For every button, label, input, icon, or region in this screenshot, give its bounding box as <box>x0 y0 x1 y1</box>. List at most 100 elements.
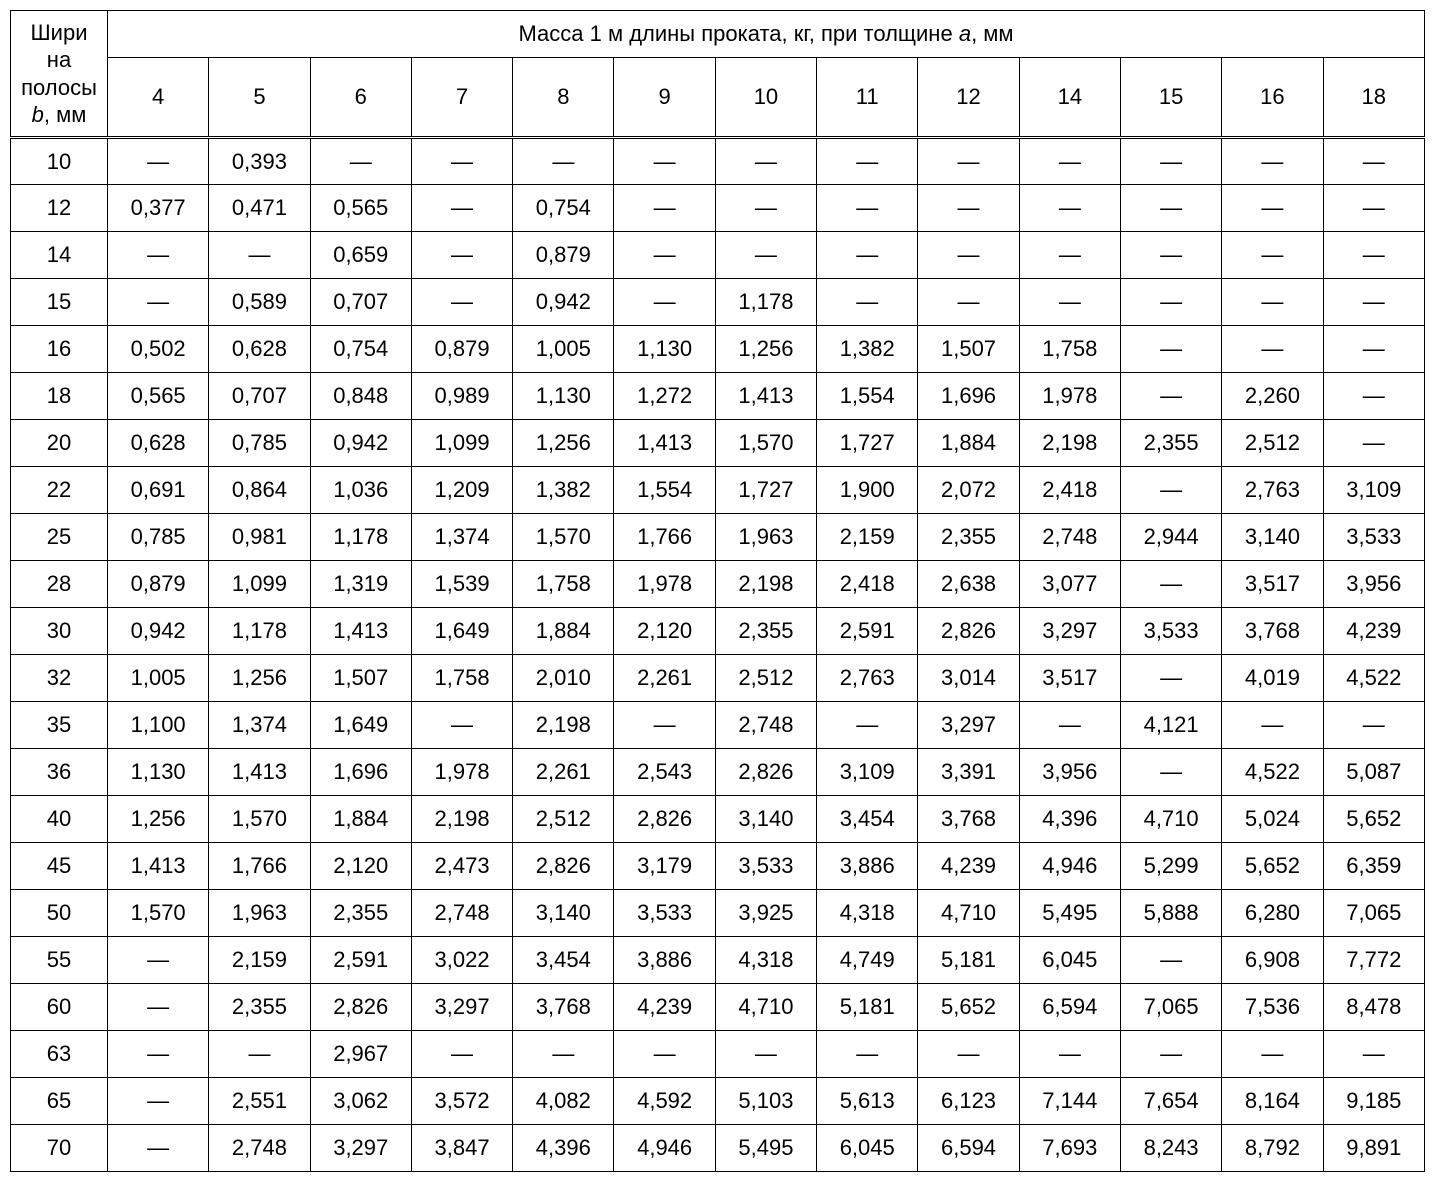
mass-cell: 1,374 <box>209 702 310 749</box>
table-row: 120,3770,4710,565—0,754———————— <box>11 185 1425 232</box>
mass-cell: 0,471 <box>209 185 310 232</box>
width-b-cell: 32 <box>11 655 108 702</box>
mass-cell: 4,946 <box>614 1125 715 1172</box>
mass-cell: — <box>614 279 715 326</box>
mass-cell: — <box>614 185 715 232</box>
mass-cell: 8,478 <box>1323 984 1424 1031</box>
mass-cell: 4,082 <box>513 1078 614 1125</box>
mass-cell: 3,886 <box>817 843 918 890</box>
mass-cell: 1,696 <box>918 373 1019 420</box>
mass-cell: 3,847 <box>411 1125 512 1172</box>
mass-cell: — <box>411 232 512 279</box>
mass-cell: — <box>411 702 512 749</box>
mass-cell: 3,533 <box>614 890 715 937</box>
span-header-label: Масса 1 м длины проката, кг, при толщине… <box>108 11 1425 58</box>
width-b-cell: 16 <box>11 326 108 373</box>
mass-cell: — <box>614 232 715 279</box>
width-b-cell: 20 <box>11 420 108 467</box>
mass-cell: 0,565 <box>108 373 209 420</box>
mass-cell: 3,533 <box>715 843 816 890</box>
mass-cell: — <box>1222 232 1323 279</box>
mass-cell: — <box>209 232 310 279</box>
mass-cell: 6,045 <box>817 1125 918 1172</box>
mass-cell: — <box>1120 937 1221 984</box>
mass-cell: 2,591 <box>817 608 918 655</box>
mass-cell: 2,159 <box>817 514 918 561</box>
width-b-cell: 45 <box>11 843 108 890</box>
mass-cell: 4,239 <box>918 843 1019 890</box>
mass-cell: 1,130 <box>513 373 614 420</box>
mass-cell: 3,077 <box>1019 561 1120 608</box>
mass-cell: — <box>1019 232 1120 279</box>
mass-cell: 3,768 <box>1222 608 1323 655</box>
mass-cell: 0,707 <box>310 279 411 326</box>
mass-cell: 3,022 <box>411 937 512 984</box>
mass-cell: 8,243 <box>1120 1125 1221 1172</box>
mass-cell: 0,691 <box>108 467 209 514</box>
mass-cell: 5,495 <box>715 1125 816 1172</box>
mass-cell: 3,572 <box>411 1078 512 1125</box>
mass-cell: 6,280 <box>1222 890 1323 937</box>
mass-cell: — <box>817 232 918 279</box>
mass-cell: 0,628 <box>108 420 209 467</box>
mass-cell: 1,036 <box>310 467 411 514</box>
mass-cell: 9,185 <box>1323 1078 1424 1125</box>
mass-cell: 0,754 <box>310 326 411 373</box>
thickness-col-12: 12 <box>918 58 1019 138</box>
mass-cell: — <box>1019 1031 1120 1078</box>
mass-cell: 1,099 <box>411 420 512 467</box>
width-b-cell: 25 <box>11 514 108 561</box>
mass-cell: 3,391 <box>918 749 1019 796</box>
mass-cell: 3,109 <box>1323 467 1424 514</box>
mass-cell: 3,297 <box>411 984 512 1031</box>
mass-cell: 4,121 <box>1120 702 1221 749</box>
table-row: 65—2,5513,0623,5724,0824,5925,1035,6136,… <box>11 1078 1425 1125</box>
mass-cell: 0,785 <box>108 514 209 561</box>
thickness-col-16: 16 <box>1222 58 1323 138</box>
width-b-cell: 50 <box>11 890 108 937</box>
mass-cell: 5,613 <box>817 1078 918 1125</box>
mass-cell: 5,652 <box>1222 843 1323 890</box>
table-row: 300,9421,1781,4131,6491,8842,1202,3552,5… <box>11 608 1425 655</box>
mass-cell: 0,848 <box>310 373 411 420</box>
mass-cell: 0,754 <box>513 185 614 232</box>
mass-cell: — <box>918 185 1019 232</box>
mass-cell: 2,826 <box>715 749 816 796</box>
mass-cell: 2,763 <box>1222 467 1323 514</box>
mass-cell: 1,758 <box>1019 326 1120 373</box>
mass-cell: — <box>1019 185 1120 232</box>
mass-cell: 1,900 <box>817 467 918 514</box>
mass-cell: 3,140 <box>715 796 816 843</box>
mass-cell: 4,239 <box>614 984 715 1031</box>
mass-cell: 2,418 <box>817 561 918 608</box>
thickness-col-10: 10 <box>715 58 816 138</box>
table-row: 63——2,967—————————— <box>11 1031 1425 1078</box>
mass-cell: 0,377 <box>108 185 209 232</box>
mass-cell: 4,946 <box>1019 843 1120 890</box>
mass-cell: 2,591 <box>310 937 411 984</box>
mass-cell: 1,256 <box>513 420 614 467</box>
mass-cell: 7,693 <box>1019 1125 1120 1172</box>
mass-cell: 0,785 <box>209 420 310 467</box>
mass-cell: 2,120 <box>614 608 715 655</box>
width-b-cell: 55 <box>11 937 108 984</box>
mass-cell: — <box>1120 561 1221 608</box>
mass-cell: 3,768 <box>918 796 1019 843</box>
mass-cell: 2,355 <box>715 608 816 655</box>
mass-cell: 2,261 <box>513 749 614 796</box>
width-b-cell: 15 <box>11 279 108 326</box>
mass-cell: 0,942 <box>108 608 209 655</box>
mass-cell: 0,942 <box>513 279 614 326</box>
mass-cell: — <box>918 138 1019 185</box>
mass-cell: 7,654 <box>1120 1078 1221 1125</box>
mass-cell: — <box>715 138 816 185</box>
thickness-col-15: 15 <box>1120 58 1221 138</box>
width-b-cell: 14 <box>11 232 108 279</box>
mass-cell: 2,512 <box>715 655 816 702</box>
mass-cell: 0,879 <box>108 561 209 608</box>
mass-cell: 5,087 <box>1323 749 1424 796</box>
mass-cell: 1,570 <box>108 890 209 937</box>
mass-cell: — <box>513 138 614 185</box>
mass-cell: 1,374 <box>411 514 512 561</box>
thickness-col-11: 11 <box>817 58 918 138</box>
